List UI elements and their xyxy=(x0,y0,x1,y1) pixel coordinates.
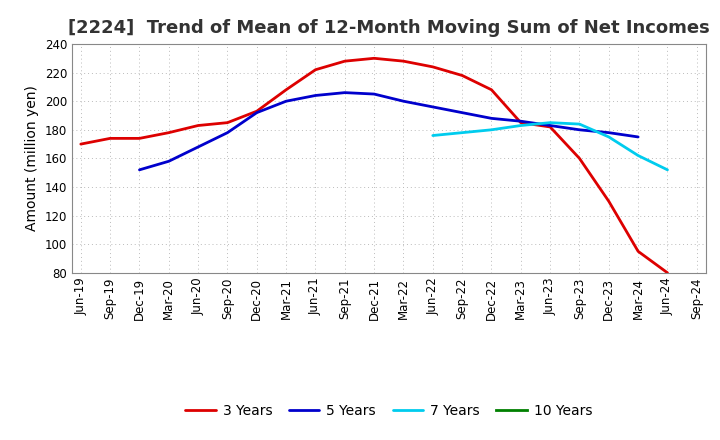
5 Years xyxy=(428,104,437,110)
5 Years xyxy=(458,110,467,115)
5 Years xyxy=(370,92,379,97)
5 Years xyxy=(311,93,320,98)
3 Years xyxy=(399,59,408,64)
Y-axis label: Amount (million yen): Amount (million yen) xyxy=(25,85,39,231)
7 Years xyxy=(663,167,672,172)
Legend: 3 Years, 5 Years, 7 Years, 10 Years: 3 Years, 5 Years, 7 Years, 10 Years xyxy=(179,399,598,424)
7 Years xyxy=(458,130,467,135)
5 Years xyxy=(634,134,642,139)
5 Years xyxy=(341,90,349,95)
Line: 3 Years: 3 Years xyxy=(81,58,667,273)
7 Years xyxy=(634,153,642,158)
5 Years xyxy=(282,99,290,104)
5 Years xyxy=(487,116,496,121)
3 Years xyxy=(223,120,232,125)
7 Years xyxy=(605,134,613,139)
3 Years xyxy=(282,87,290,92)
3 Years xyxy=(575,156,584,161)
7 Years xyxy=(487,127,496,132)
5 Years xyxy=(516,118,525,124)
3 Years xyxy=(516,120,525,125)
5 Years xyxy=(605,130,613,135)
3 Years xyxy=(458,73,467,78)
7 Years xyxy=(575,121,584,127)
5 Years xyxy=(399,99,408,104)
3 Years xyxy=(341,59,349,64)
3 Years xyxy=(487,87,496,92)
5 Years xyxy=(194,144,202,150)
3 Years xyxy=(634,249,642,254)
7 Years xyxy=(516,123,525,128)
3 Years xyxy=(106,136,114,141)
3 Years xyxy=(164,130,173,135)
3 Years xyxy=(370,55,379,61)
3 Years xyxy=(135,136,144,141)
Title: [2224]  Trend of Mean of 12-Month Moving Sum of Net Incomes: [2224] Trend of Mean of 12-Month Moving … xyxy=(68,19,710,37)
3 Years xyxy=(428,64,437,70)
7 Years xyxy=(546,120,554,125)
3 Years xyxy=(605,198,613,204)
5 Years xyxy=(164,158,173,164)
3 Years xyxy=(76,141,85,147)
3 Years xyxy=(546,124,554,129)
5 Years xyxy=(223,130,232,135)
3 Years xyxy=(663,270,672,275)
3 Years xyxy=(311,67,320,72)
5 Years xyxy=(135,167,144,172)
3 Years xyxy=(194,123,202,128)
5 Years xyxy=(575,127,584,132)
Line: 5 Years: 5 Years xyxy=(140,92,638,170)
5 Years xyxy=(546,123,554,128)
5 Years xyxy=(253,110,261,115)
7 Years xyxy=(428,133,437,138)
Line: 7 Years: 7 Years xyxy=(433,123,667,170)
3 Years xyxy=(253,109,261,114)
